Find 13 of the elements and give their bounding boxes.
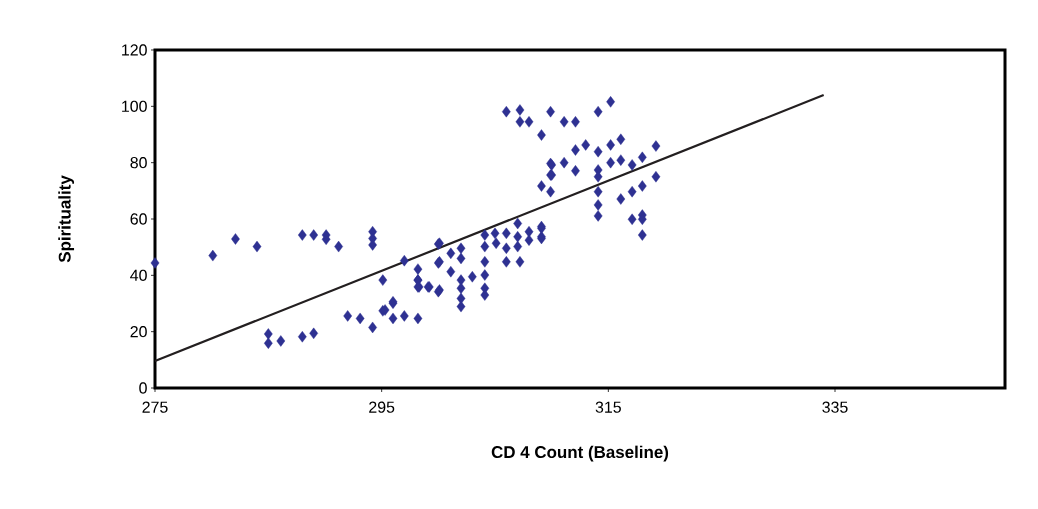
x-axis-title: CD 4 Count (Baseline)	[491, 445, 669, 462]
y-tick-label: 60	[130, 213, 147, 225]
x-tick-label: 335	[822, 401, 848, 413]
y-tick-label: 20	[130, 326, 147, 338]
x-tick-label: 275	[142, 401, 168, 413]
y-tick-label: 100	[122, 100, 147, 112]
x-tick-label: 295	[369, 401, 395, 413]
y-tick-label: 80	[130, 157, 147, 169]
y-tick-label: 40	[130, 269, 147, 281]
y-tick-label: 120	[122, 44, 147, 56]
y-axis-title: Spirituality	[58, 175, 75, 263]
x-tick-label: 315	[595, 401, 621, 413]
y-tick-label: 0	[139, 382, 147, 394]
